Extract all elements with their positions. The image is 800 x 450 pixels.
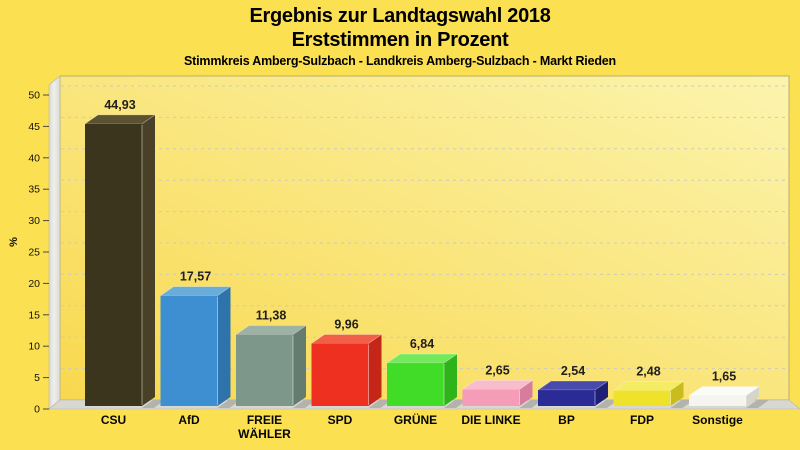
y-axis-tick-label: 45 [28,121,40,133]
y-axis-tick-label: 25 [28,247,40,259]
y-axis-tick-label: 10 [28,341,40,353]
bar-floor-shadow [217,400,241,408]
bar-category-label: Sonstige [692,413,743,427]
bar-category-label: AfD [178,413,200,427]
bar-AfD [160,295,218,406]
y-axis-tick-label: 40 [28,152,40,164]
bar-side-face [519,380,533,406]
bar-top-face [159,286,232,297]
bar-floor-shadow [368,400,392,408]
bar-top-face [461,379,534,390]
bar-side-face [142,114,155,406]
bar-side-face [746,386,759,406]
bar-category-label: FDP [630,413,654,427]
bar-value-label: 6,84 [410,337,434,351]
bar-value-label: 2,48 [636,364,660,378]
bar-value-label: 2,54 [561,364,585,378]
bar-Sonstige [689,395,746,406]
bar-value-label: 17,57 [180,270,211,284]
bar-side-face [595,381,608,406]
bar-top-face [385,353,459,364]
bar-GRÜNE [387,363,444,406]
y-axis-tick-label: 30 [28,215,40,227]
chart-header: Ergebnis zur Landtagswahl 2018 Erststimm… [0,4,800,68]
y-axis-tick-label: 20 [28,278,40,290]
bar-FREIE WÄHLER [236,334,293,406]
bar-floor-shadow [142,400,165,408]
bar-category-label: BP [558,413,575,427]
bar-side-face [368,334,382,406]
bar-side-face [670,381,684,406]
bar-category-label: SPD [328,413,353,427]
bar-floor-shadow [670,400,694,408]
bar-category-label: CSU [101,413,126,427]
bar-side-face [444,354,457,406]
y-axis-tick-label: 5 [34,372,40,384]
bar-top-face [612,381,685,391]
bar-category-label: GRÜNE [394,412,437,427]
chart-region-line: Stimmkreis Amberg-Sulzbach - Landkreis A… [184,54,616,68]
chart-subtitle: Erststimmen in Prozent [291,29,509,51]
bar-SPD [311,343,369,406]
bar-value-label: 44,93 [104,98,135,112]
y-axis-title: % [8,237,20,247]
chart-title: Ergebnis zur Landtagswahl 2018 [249,5,551,27]
bar-DIE LINKE [462,389,520,406]
bar-BP [538,390,595,406]
bar-value-label: 2,65 [485,363,509,377]
axis-wall-3d [48,75,61,410]
bar-floor-shadow [293,400,316,408]
bar-side-face [293,325,306,406]
bar-side-face [217,286,231,406]
bar-FDP [613,390,671,406]
y-axis-tick-label: 50 [28,90,40,102]
bar-top-face [83,114,157,125]
y-axis-tick-label: 35 [28,184,40,196]
bar-top-face [687,386,761,397]
bar-floor-shadow [746,400,769,408]
bar-floor-shadow [444,400,467,408]
bar-CSU [85,123,142,406]
y-axis-tick-label: 15 [28,309,40,321]
bar-floor-shadow [595,400,618,408]
bar-value-label: 11,38 [256,309,287,323]
bar-value-label: 1,65 [712,370,736,384]
bar-value-label: 9,96 [334,317,358,331]
bar-top-face [536,380,610,391]
bar-top-face [234,325,308,335]
bar-floor-shadow [519,400,543,408]
bar-category-label: FREIE WÄHLER [238,413,291,441]
y-axis-tick-label: 0 [34,404,40,416]
bar-top-face [310,334,383,344]
bar-category-label: DIE LINKE [461,413,520,427]
